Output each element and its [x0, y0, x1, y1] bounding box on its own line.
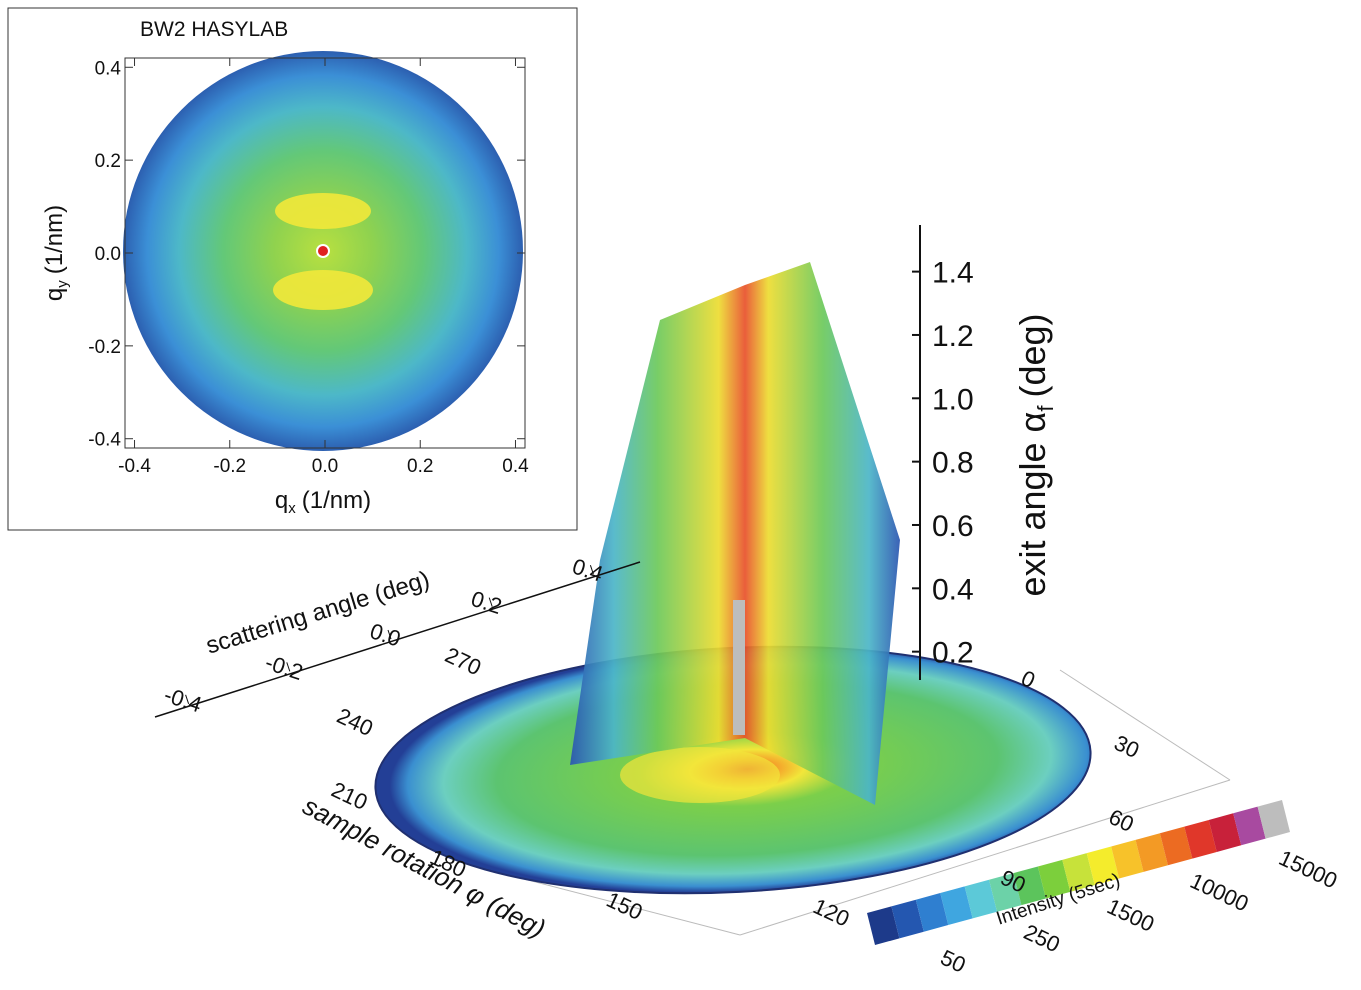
label-sub: x: [288, 500, 296, 517]
x-tick-label: -0.4: [118, 456, 151, 477]
slice-plane: [570, 285, 745, 765]
y-tick-label: 0.2: [95, 151, 121, 172]
x-tick-label-3d: 0: [1017, 665, 1039, 693]
label-unit: (deg): [1012, 313, 1053, 397]
z-tick-label: 1.2: [932, 320, 974, 353]
y-tick-label-3d: 0.0: [367, 618, 404, 651]
x-tick-label-3d: 240: [333, 703, 377, 741]
label-text: q: [41, 288, 68, 301]
colorbar-tick-label: 15000: [1275, 845, 1341, 894]
z-tick-label: 0.4: [932, 573, 974, 606]
label-sub: f: [1033, 405, 1058, 412]
label-unit: (1/nm): [41, 205, 68, 274]
x-tick-label: 0.2: [407, 456, 433, 477]
page: BW2 HASYLAB qx(1/nm) qy(1/nm) exit angle…: [0, 0, 1361, 990]
x-tick-label: 0.0: [312, 456, 338, 477]
label-text: exit angle α: [1012, 412, 1053, 597]
y-tick-label: 0.4: [95, 58, 122, 79]
x-tick-label: 0.4: [502, 456, 529, 477]
x-tick-label-3d: 270: [441, 642, 485, 680]
beam-stop: [733, 600, 745, 735]
colorbar-tick-label: 250: [1020, 919, 1064, 957]
z-tick-label: 0.8: [932, 447, 974, 480]
x-tick-label-3d: 30: [1110, 730, 1143, 763]
colorbar-tick-label: 10000: [1186, 868, 1252, 917]
y-tick-label: -0.4: [88, 430, 121, 451]
z-tick-label: 1.0: [932, 383, 974, 416]
slice-plane: [745, 262, 900, 805]
label-sub: y: [54, 280, 71, 288]
x-tick-label-3d: 60: [1105, 804, 1138, 837]
y-tick-label-3d: -0.4: [161, 682, 205, 717]
colorbar-tick-label: 1500: [1103, 894, 1158, 937]
z-tick-label: 0.6: [932, 510, 974, 543]
y-tick-label: -0.2: [88, 337, 121, 358]
x-tick-label-3d: 120: [809, 893, 853, 931]
figure: BW2 HASYLAB qx(1/nm) qy(1/nm) exit angle…: [0, 0, 1361, 985]
y-tick-label-3d: 0.2: [468, 586, 505, 619]
colorbar-tick-label: 50: [937, 945, 970, 978]
z-axis-label: exit angle αf (deg): [1012, 313, 1058, 596]
label-text: q: [275, 487, 288, 514]
peak: [273, 270, 373, 310]
y-tick-label: 0.0: [95, 244, 121, 265]
y-axis-label-3d: scattering angle (deg): [203, 566, 433, 660]
z-tick-label: 1.4: [932, 257, 974, 290]
z-tick-label: 0.2: [932, 637, 974, 670]
y-tick-label-3d: -0.2: [262, 650, 306, 685]
beam-stop: [317, 245, 329, 257]
inset-title: BW2 HASYLAB: [140, 18, 288, 41]
label-unit: (1/nm): [302, 487, 371, 514]
disk-peak: [620, 747, 780, 803]
peak: [275, 193, 371, 229]
x-tick-label: -0.2: [213, 456, 246, 477]
